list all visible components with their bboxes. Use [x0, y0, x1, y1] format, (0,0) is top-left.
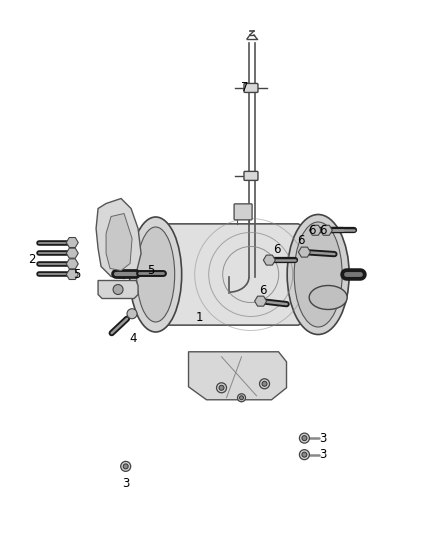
Polygon shape: [298, 247, 311, 257]
Text: 1: 1: [195, 311, 203, 324]
Circle shape: [300, 450, 309, 459]
Polygon shape: [106, 214, 132, 271]
FancyBboxPatch shape: [234, 204, 252, 220]
Polygon shape: [320, 225, 332, 235]
Ellipse shape: [130, 217, 182, 332]
Polygon shape: [188, 352, 286, 400]
Polygon shape: [66, 238, 78, 247]
Text: 6: 6: [259, 284, 267, 297]
Polygon shape: [66, 270, 78, 279]
FancyBboxPatch shape: [244, 84, 258, 92]
Text: 2: 2: [28, 253, 35, 266]
Circle shape: [113, 285, 123, 295]
Ellipse shape: [137, 227, 175, 322]
Polygon shape: [66, 248, 78, 258]
Circle shape: [121, 462, 131, 471]
Circle shape: [219, 385, 224, 390]
Text: 6: 6: [308, 224, 316, 237]
Circle shape: [262, 381, 267, 386]
Text: 6: 6: [297, 235, 304, 247]
Ellipse shape: [294, 222, 342, 327]
Polygon shape: [309, 225, 321, 235]
Circle shape: [300, 433, 309, 443]
Circle shape: [123, 464, 128, 469]
Circle shape: [237, 394, 246, 402]
Text: 5: 5: [148, 264, 155, 277]
Polygon shape: [66, 259, 78, 269]
Circle shape: [240, 396, 244, 400]
Text: 3: 3: [320, 432, 327, 445]
Text: 7: 7: [240, 82, 248, 94]
Circle shape: [216, 383, 226, 393]
FancyBboxPatch shape: [244, 172, 258, 180]
Polygon shape: [158, 224, 313, 325]
Polygon shape: [254, 296, 267, 306]
Polygon shape: [98, 280, 138, 298]
Circle shape: [260, 379, 269, 389]
Circle shape: [302, 452, 307, 457]
Ellipse shape: [309, 286, 347, 310]
Circle shape: [127, 309, 137, 319]
Text: 3: 3: [320, 448, 327, 461]
Polygon shape: [96, 198, 141, 279]
Ellipse shape: [287, 214, 349, 335]
Circle shape: [302, 435, 307, 441]
Text: 3: 3: [122, 478, 129, 490]
Text: 6: 6: [273, 243, 281, 256]
Text: 6: 6: [319, 224, 327, 237]
Polygon shape: [263, 255, 276, 265]
Text: 4: 4: [130, 333, 138, 345]
Text: 5: 5: [73, 268, 80, 281]
